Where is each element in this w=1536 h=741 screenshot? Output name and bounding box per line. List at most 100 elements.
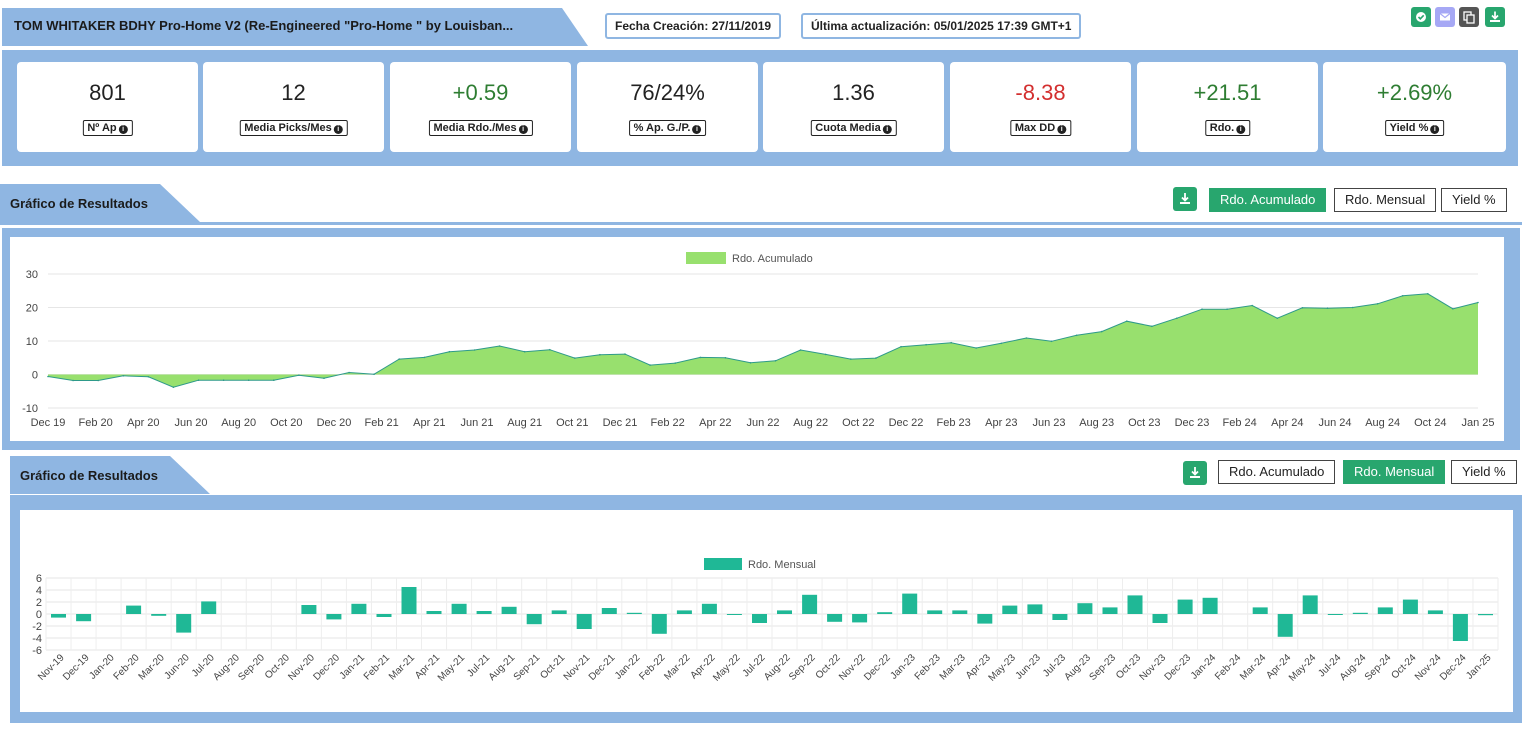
data-point [1301,307,1304,309]
x-tick-label: Sep-20 [236,652,267,683]
data-point [749,362,752,364]
data-point [398,358,401,360]
data-point [72,379,74,382]
series-line-rdo-acumulado [47,293,1479,388]
chart-panel-monthly: -6 -4 -2 0 2 4 6 Nov-19 Dec-19 Jan-20 Feb-20 Mar-20… [20,510,1513,712]
bar-feb-23 [927,610,943,614]
tab-rdo-acumulado[interactable]: Rdo. Acumulado [1218,460,1336,484]
x-tick-label: Jan-21 [338,652,368,682]
x-tick-label: Jun 22 [746,417,779,429]
stat-value: -8.38 [1015,80,1066,105]
x-tick-label: Sep-24 [1363,652,1394,683]
bar-jul-20 [201,601,217,614]
info-icon[interactable]: i [1236,125,1246,134]
x-tick-label: Apr 22 [699,417,731,429]
data-point [624,353,626,355]
x-tick-label: Mar-24 [1238,652,1268,682]
data-point [950,341,952,344]
x-tick-label: Apr 21 [413,417,445,429]
stat-label[interactable]: Media Picks/Mes i [239,120,348,136]
tab-yield[interactable]: Yield % [1441,188,1507,212]
x-tick-label: May-23 [987,652,1019,684]
stat-label[interactable]: Yield % i [1384,120,1445,136]
x-tick-label: Feb 23 [937,417,971,429]
bar-nov-22 [852,614,868,623]
x-tick-label: Aug-20 [211,652,242,683]
stat-label-text: Media Rdo./Mes [433,122,517,134]
x-tick-label: Apr 23 [985,417,1017,429]
y-tick-label: 20 [26,303,38,315]
bar-dec-21 [601,608,617,614]
data-point [473,349,476,351]
tab-rdo-acumulado[interactable]: Rdo. Acumulado [1209,188,1327,212]
data-point [574,357,576,359]
data-point [122,375,125,377]
y-tick-label: 30 [26,269,38,281]
stat-label[interactable]: Max DD i [1009,120,1072,136]
x-tick-label: Aug 22 [793,417,828,429]
download-chart-button[interactable] [1173,187,1197,211]
x-tick-label: Dec 20 [317,417,352,429]
stat-card: 801 Nº Ap i [17,62,198,152]
info-icon[interactable]: i [518,125,528,134]
data-point [1251,304,1253,307]
data-point [699,356,702,359]
info-icon[interactable]: i [1430,125,1440,134]
stat-label-text: Yield % [1389,122,1429,134]
data-point [373,373,375,375]
stat-label[interactable]: % Ap. G./P. i [628,120,707,136]
x-tick-label: Oct 20 [270,417,302,429]
stat-label-text: Media Picks/Mes [244,122,332,134]
tab-rdo-mensual[interactable]: Rdo. Mensual [1334,188,1437,212]
bar-mar-21 [401,587,417,614]
bar-dec-24 [1452,614,1468,641]
check-icon[interactable] [1411,7,1431,27]
info-icon[interactable]: i [333,125,343,134]
stat-value: +21.51 [1193,80,1262,105]
bar-nov-21 [576,614,592,629]
bar-oct-24 [1402,599,1418,614]
data-point [498,345,501,347]
x-tick-label: Jan-22 [613,652,643,682]
bar-mar-22 [676,610,692,614]
y-tick-label: -10 [22,403,38,415]
bar-jan-24 [1202,597,1218,614]
info-icon[interactable]: i [118,125,128,134]
x-tick-label: Dec-22 [862,652,893,683]
x-tick-label: Sep-21 [512,652,543,683]
bar-sep-23 [1102,607,1118,614]
x-tick-label: Aug 24 [1365,417,1400,429]
stat-label[interactable]: Nº Ap i [82,120,133,136]
legend-swatch [686,252,726,264]
data-point [724,357,727,359]
bar-nov-20 [301,605,317,614]
bar-mar-24 [1252,607,1268,614]
stat-label[interactable]: Media Rdo./Mes i [428,120,533,136]
bar-aug-24 [1352,612,1368,614]
mail-icon[interactable] [1435,7,1455,27]
y-tick-label: 4 [36,585,42,597]
y-tick-label: -6 [32,645,42,657]
download-icon[interactable] [1485,7,1505,27]
download-chart-button[interactable] [1183,461,1207,485]
info-icon[interactable]: i [882,125,892,134]
data-point [674,362,676,364]
copy-icon[interactable] [1459,7,1479,27]
stat-card: +21.51 Rdo. i [1137,62,1318,152]
data-point [1427,293,1429,295]
data-point [197,379,200,381]
stat-label[interactable]: Cuota Media i [810,120,897,136]
info-icon[interactable]: i [1057,125,1067,134]
bar-feb-21 [376,614,392,617]
x-tick-label: Dec 22 [889,417,924,429]
section-divider [0,222,1522,225]
info-icon[interactable]: i [692,125,702,134]
tab-yield[interactable]: Yield % [1451,460,1517,484]
bar-may-21 [451,603,467,614]
y-tick-label: 6 [36,573,42,585]
section-title-cumulative: Gráfico de Resultados [10,196,148,211]
x-tick-label: Apr 20 [127,417,159,429]
stat-label[interactable]: Rdo. i [1204,120,1251,136]
tab-rdo-mensual[interactable]: Rdo. Mensual [1343,460,1446,484]
x-tick-label: Jun-23 [1014,652,1044,682]
